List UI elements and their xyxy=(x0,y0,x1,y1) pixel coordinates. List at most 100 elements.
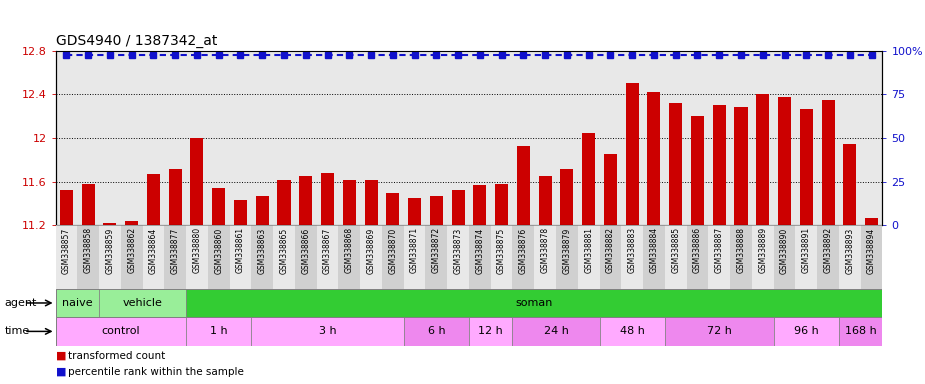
Text: GSM338881: GSM338881 xyxy=(585,227,593,273)
Bar xyxy=(186,317,252,346)
Text: GSM338880: GSM338880 xyxy=(192,227,202,273)
Text: GSM338884: GSM338884 xyxy=(649,227,659,273)
Bar xyxy=(561,169,574,225)
Bar xyxy=(387,193,400,225)
Text: GSM338891: GSM338891 xyxy=(802,227,811,273)
Bar xyxy=(125,221,138,225)
Bar xyxy=(839,225,860,289)
Bar xyxy=(599,225,622,289)
Text: GSM338892: GSM338892 xyxy=(823,227,832,273)
Text: GSM338886: GSM338886 xyxy=(693,227,702,273)
Text: control: control xyxy=(102,326,140,336)
Bar xyxy=(186,225,208,289)
Bar xyxy=(622,225,643,289)
Text: GSM338868: GSM338868 xyxy=(345,227,353,273)
Bar xyxy=(360,225,382,289)
Bar xyxy=(669,103,683,225)
Bar xyxy=(252,317,403,346)
Text: GSM338889: GSM338889 xyxy=(758,227,767,273)
Bar xyxy=(78,225,99,289)
Text: GSM338879: GSM338879 xyxy=(562,227,572,273)
Text: agent: agent xyxy=(5,298,37,308)
Bar xyxy=(168,169,181,225)
Bar xyxy=(295,225,316,289)
Bar xyxy=(512,317,599,346)
Text: 1 h: 1 h xyxy=(210,326,228,336)
Bar xyxy=(800,109,813,225)
Bar xyxy=(648,92,660,225)
Bar xyxy=(273,225,295,289)
Text: GSM338888: GSM338888 xyxy=(736,227,746,273)
Bar xyxy=(186,289,882,317)
Text: GSM338874: GSM338874 xyxy=(475,227,485,273)
Text: GSM338872: GSM338872 xyxy=(432,227,441,273)
Bar xyxy=(364,180,377,225)
Bar xyxy=(142,225,165,289)
Bar xyxy=(81,184,94,225)
Bar xyxy=(208,225,229,289)
Bar xyxy=(604,154,617,225)
Text: GSM338860: GSM338860 xyxy=(215,227,223,273)
Bar xyxy=(229,225,252,289)
Text: GSM338890: GSM338890 xyxy=(780,227,789,273)
Text: GSM338858: GSM338858 xyxy=(83,227,93,273)
Bar xyxy=(316,225,339,289)
Bar xyxy=(686,225,709,289)
Bar xyxy=(474,185,487,225)
Text: 3 h: 3 h xyxy=(319,326,337,336)
Text: GSM338894: GSM338894 xyxy=(867,227,876,273)
Bar xyxy=(255,196,269,225)
Bar xyxy=(625,83,639,225)
Text: GSM338873: GSM338873 xyxy=(453,227,462,273)
Text: percentile rank within the sample: percentile rank within the sample xyxy=(68,367,243,377)
Bar xyxy=(712,105,726,225)
Text: GSM338883: GSM338883 xyxy=(628,227,636,273)
Bar xyxy=(469,317,512,346)
Bar xyxy=(865,218,878,225)
Bar xyxy=(495,184,508,225)
Bar xyxy=(665,317,773,346)
Bar xyxy=(99,289,186,317)
Bar xyxy=(165,225,186,289)
Text: 96 h: 96 h xyxy=(794,326,819,336)
Text: GDS4940 / 1387342_at: GDS4940 / 1387342_at xyxy=(56,34,216,48)
Text: 24 h: 24 h xyxy=(544,326,569,336)
Bar xyxy=(730,225,752,289)
Bar xyxy=(299,176,313,225)
Bar xyxy=(382,225,403,289)
Text: 6 h: 6 h xyxy=(427,326,445,336)
Text: GSM338877: GSM338877 xyxy=(171,227,179,273)
Bar xyxy=(408,198,421,225)
Bar xyxy=(582,132,595,225)
Bar xyxy=(491,225,512,289)
Text: GSM338869: GSM338869 xyxy=(366,227,376,273)
Text: GSM338863: GSM338863 xyxy=(258,227,266,273)
Bar xyxy=(821,100,834,225)
Bar xyxy=(212,188,226,225)
Bar xyxy=(60,190,73,225)
Bar xyxy=(860,225,882,289)
Text: GSM338864: GSM338864 xyxy=(149,227,158,273)
Bar xyxy=(321,173,334,225)
Bar xyxy=(665,225,686,289)
Bar xyxy=(796,225,817,289)
Text: GSM338875: GSM338875 xyxy=(497,227,506,273)
Bar xyxy=(99,225,121,289)
Text: time: time xyxy=(5,326,30,336)
Bar xyxy=(191,138,204,225)
Bar xyxy=(447,225,469,289)
Text: ■: ■ xyxy=(56,351,69,361)
Text: GSM338862: GSM338862 xyxy=(127,227,136,273)
Text: GSM338893: GSM338893 xyxy=(845,227,855,273)
Bar xyxy=(517,146,530,225)
Bar xyxy=(757,94,770,225)
Text: GSM338857: GSM338857 xyxy=(62,227,71,273)
Bar xyxy=(773,317,839,346)
Bar xyxy=(343,180,356,225)
Bar xyxy=(121,225,142,289)
Bar xyxy=(403,225,426,289)
Bar xyxy=(234,200,247,225)
Bar xyxy=(778,96,791,225)
Bar xyxy=(339,225,360,289)
Text: GSM338876: GSM338876 xyxy=(519,227,528,273)
